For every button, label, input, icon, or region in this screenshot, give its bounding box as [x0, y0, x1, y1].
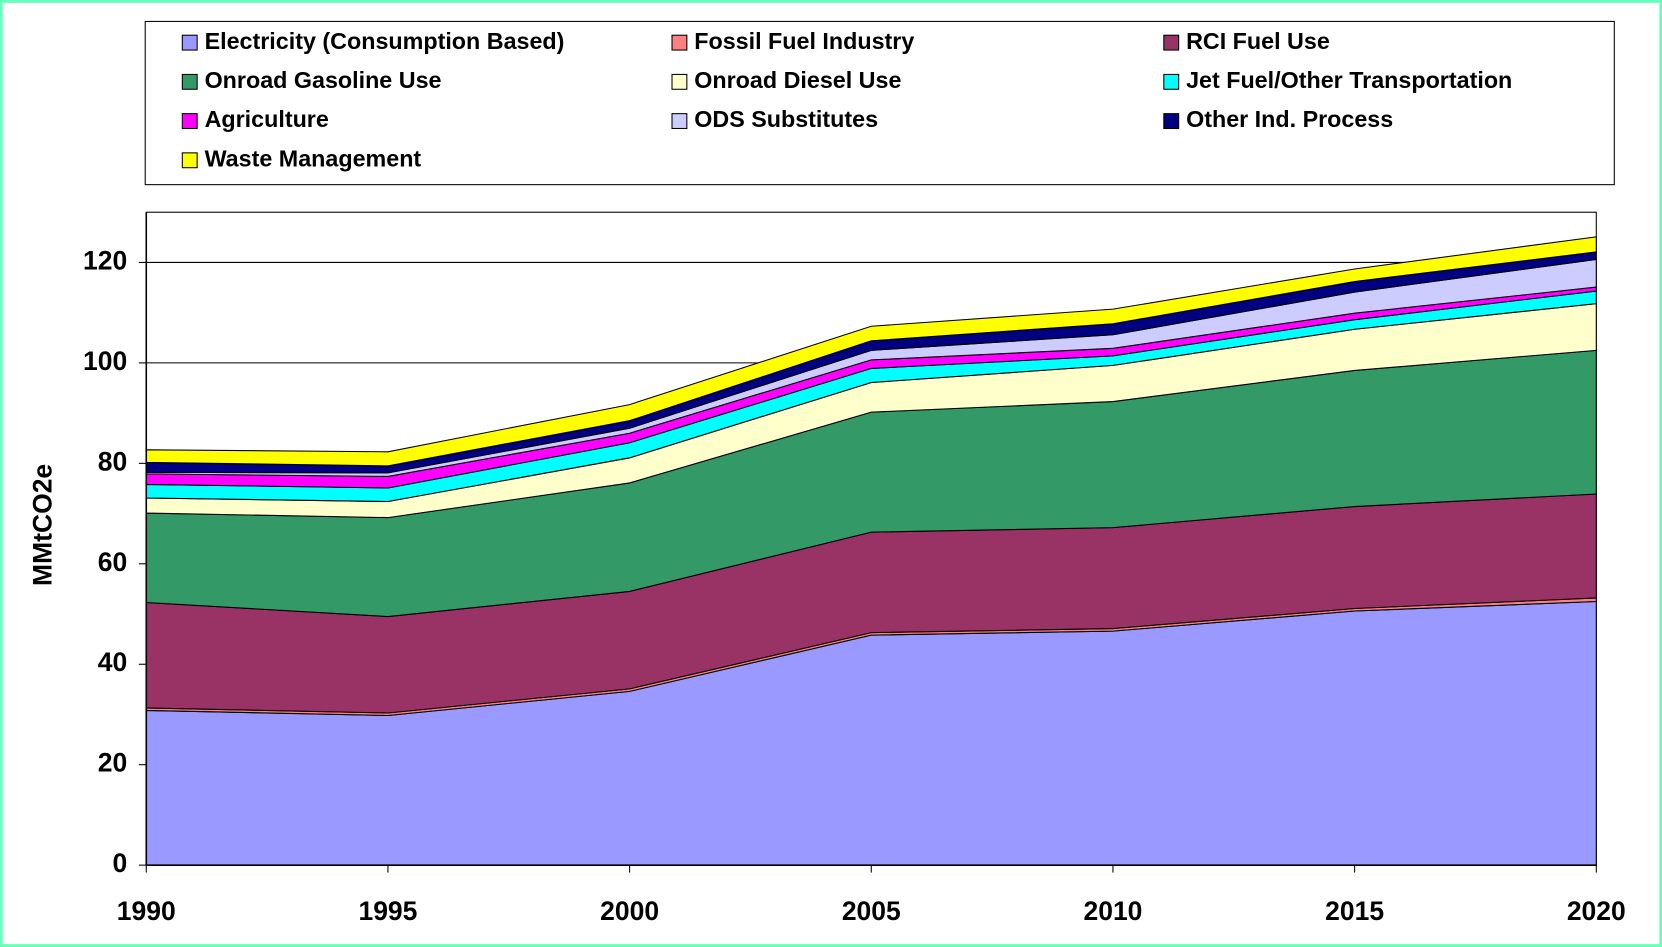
x-tick-label: 2000: [600, 896, 659, 926]
legend-swatch: [671, 73, 688, 90]
legend-label: Jet Fuel/Other Transportation: [1186, 67, 1512, 93]
y-tick-label: 120: [83, 245, 127, 275]
legend-label: RCI Fuel Use: [1186, 28, 1330, 54]
x-tick-label: 1995: [358, 896, 417, 926]
legend-label: Onroad Gasoline Use: [205, 67, 442, 93]
area: [145, 236, 1597, 467]
y-tick-label: 40: [98, 647, 127, 677]
x-tick-label: 2020: [1567, 896, 1626, 926]
legend-swatch: [181, 113, 198, 130]
y-axis-label: MMtCO2e: [28, 464, 58, 586]
x-tick-label: 2015: [1325, 896, 1384, 926]
legend-label: Onroad Diesel Use: [694, 67, 901, 93]
legend-swatch: [1163, 34, 1180, 51]
y-tick-label: 80: [98, 446, 127, 476]
legend-swatch: [1163, 113, 1180, 130]
y-tick-label: 100: [83, 346, 127, 376]
legend-label: ODS Substitutes: [694, 106, 878, 132]
legend-label: Other Ind. Process: [1186, 106, 1393, 132]
legend-label: Electricity (Consumption Based): [205, 28, 565, 54]
x-tick-label: 2005: [842, 896, 901, 926]
legend-swatch: [181, 152, 198, 169]
legend-label: Agriculture: [205, 106, 329, 132]
legend-label: Waste Management: [205, 145, 422, 171]
legend-swatch: [671, 34, 688, 51]
legend-swatch: [181, 73, 198, 90]
legend-swatch: [181, 34, 198, 51]
legend-swatch: [671, 113, 688, 130]
legend-swatch: [1163, 73, 1180, 90]
legend-label: Fossil Fuel Industry: [694, 28, 914, 54]
x-tick-label: 2010: [1083, 896, 1142, 926]
legend-box: [144, 20, 1615, 186]
y-tick-label: 60: [98, 547, 127, 577]
y-tick-label: 0: [112, 848, 127, 878]
y-tick-label: 20: [98, 748, 127, 778]
x-tick-label: 1990: [117, 896, 176, 926]
